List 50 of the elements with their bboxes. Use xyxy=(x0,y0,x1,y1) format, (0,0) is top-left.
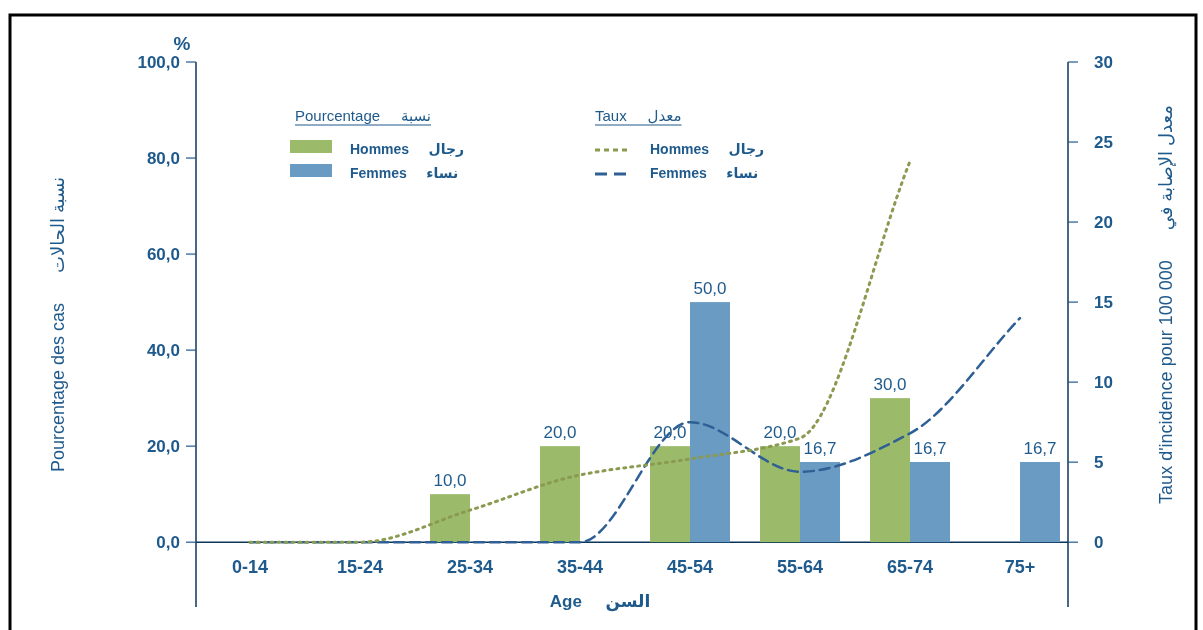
y2-tick-label: 25 xyxy=(1094,133,1113,153)
x-tick-label: 45-54 xyxy=(666,557,714,578)
y-tick-label: 80,0 xyxy=(146,149,180,169)
x-tick-label: 15-24 xyxy=(336,557,384,578)
y-tick-label: 100,0 xyxy=(137,53,180,72)
bar xyxy=(650,446,690,543)
text: % xyxy=(173,33,191,54)
y-tick-label: 60,0 xyxy=(146,245,180,265)
bar xyxy=(1020,461,1060,543)
y2-tick-label: 0 xyxy=(1094,533,1104,553)
data-label: 30,0 xyxy=(873,375,907,395)
legend-label: Femmes نساء xyxy=(350,165,459,181)
data-label: 16,7 xyxy=(1023,438,1057,458)
y-tick-label: 40,0 xyxy=(146,341,180,361)
bar xyxy=(800,461,840,543)
annotation: Taux معدل xyxy=(595,107,682,124)
y-axis-title: Pourcentage des cas نسبة الحالات xyxy=(48,176,68,473)
data-label: 50,0 xyxy=(693,279,727,299)
y2-tick-label: 30 xyxy=(1094,53,1113,72)
x-tick-label: 25-34 xyxy=(446,557,494,578)
x-tick-label: 35-44 xyxy=(556,557,604,578)
data-label: 20,0 xyxy=(763,423,797,443)
bar xyxy=(540,446,580,543)
data-label: 20,0 xyxy=(543,423,577,443)
bar xyxy=(430,494,470,543)
annotation: Pourcentage نسبة xyxy=(295,107,432,124)
bar xyxy=(760,446,800,543)
legend-label: Femmes نساء xyxy=(650,165,759,181)
data-label: 16,7 xyxy=(803,438,837,458)
data-label: 10,0 xyxy=(433,471,467,491)
data-label: 16,7 xyxy=(913,438,947,458)
y2-tick-label: 15 xyxy=(1094,293,1113,313)
y2-tick-label: 10 xyxy=(1094,373,1113,393)
x-tick-label: 75+ xyxy=(1004,557,1036,578)
x-tick-label: 65-74 xyxy=(886,557,934,578)
bar xyxy=(690,302,730,543)
x-tick-label: 55-64 xyxy=(776,557,824,578)
x-tick-label: 0-14 xyxy=(231,557,269,578)
x-axis-title: Age السن xyxy=(549,592,651,612)
bar xyxy=(870,398,910,543)
y-tick-label: 20,0 xyxy=(146,437,180,457)
y-tick-label: 0,0 xyxy=(156,533,180,553)
data-label: 20,0 xyxy=(653,423,687,443)
y2-tick-label: 20 xyxy=(1094,213,1113,233)
y2-axis-title: Taux d'incidence pour 100 000 معدل الإصابة في xyxy=(1156,105,1177,504)
legend-label: Hommes رجال xyxy=(650,141,765,157)
y2-tick-label: 5 xyxy=(1094,453,1104,473)
bar xyxy=(910,461,950,543)
line-series xyxy=(248,159,912,544)
legend-label: Hommes رجال xyxy=(350,141,465,157)
